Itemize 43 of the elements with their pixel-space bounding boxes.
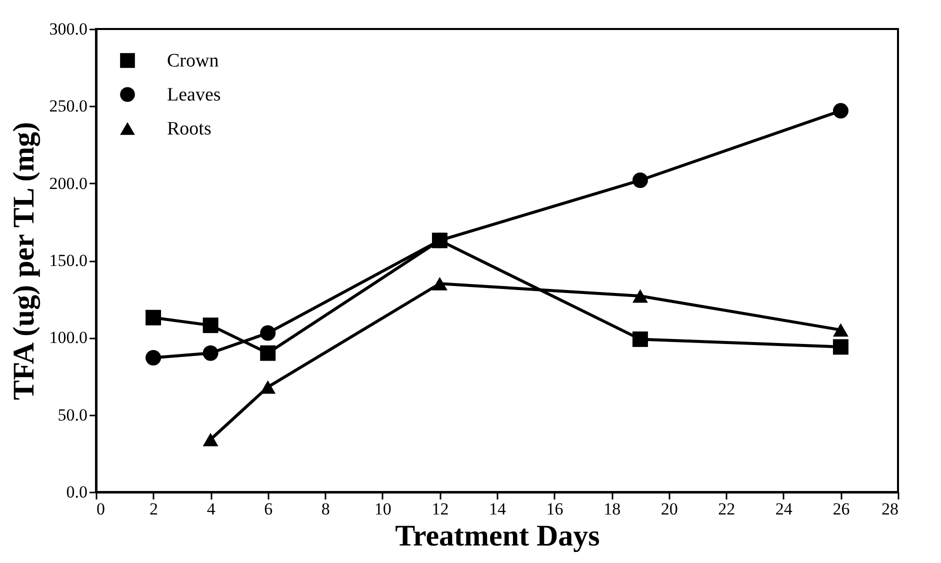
point bbox=[260, 345, 276, 361]
y-tick-label: 100.0 bbox=[49, 328, 88, 348]
y-axis-title: TFA (ug) per TL (mg) bbox=[7, 122, 40, 400]
point bbox=[202, 432, 218, 446]
legend-label: Leaves bbox=[167, 84, 221, 106]
x-tick-label: 26 bbox=[832, 500, 850, 518]
point bbox=[832, 323, 848, 337]
point bbox=[202, 318, 218, 334]
x-tick-label: 22 bbox=[718, 500, 736, 518]
x-tick-label: 2 bbox=[150, 500, 158, 518]
x-tick-label: 8 bbox=[321, 500, 330, 518]
x-axis-title: Treatment Days bbox=[395, 520, 600, 552]
x-tick-label: 4 bbox=[206, 500, 216, 518]
point bbox=[260, 325, 276, 341]
x-tick-label: 28 bbox=[882, 500, 898, 518]
point bbox=[632, 331, 648, 347]
point bbox=[632, 289, 648, 303]
point bbox=[432, 276, 448, 290]
point bbox=[632, 172, 648, 188]
y-tick-label: 300.0 bbox=[49, 20, 88, 38]
y-tick-label: 0.0 bbox=[66, 482, 88, 502]
x-tick-label: 16 bbox=[546, 500, 564, 518]
y-tick-label: 250.0 bbox=[49, 96, 88, 116]
x-tick-label: 14 bbox=[489, 500, 506, 518]
x-tick-label: 0 bbox=[96, 500, 105, 518]
x-tick-label: 20 bbox=[660, 500, 678, 518]
legend-label: Roots bbox=[167, 118, 212, 140]
x-tick-label: 6 bbox=[264, 500, 273, 518]
point bbox=[832, 103, 848, 119]
x-tick-label: 10 bbox=[374, 500, 392, 518]
x-tick-label: 18 bbox=[604, 500, 621, 518]
y-tick-label: 200.0 bbox=[49, 174, 88, 193]
x-tick-label: 12 bbox=[432, 500, 449, 518]
point bbox=[432, 232, 448, 248]
y-tick-label: 150.0 bbox=[49, 251, 88, 270]
point bbox=[260, 380, 276, 394]
point bbox=[146, 310, 162, 326]
point bbox=[146, 350, 162, 366]
point bbox=[832, 339, 848, 355]
x-tick-label: 24 bbox=[775, 500, 793, 518]
y-tick-label: 50.0 bbox=[58, 405, 88, 424]
point bbox=[202, 345, 218, 361]
legend-label: Crown bbox=[167, 50, 220, 72]
